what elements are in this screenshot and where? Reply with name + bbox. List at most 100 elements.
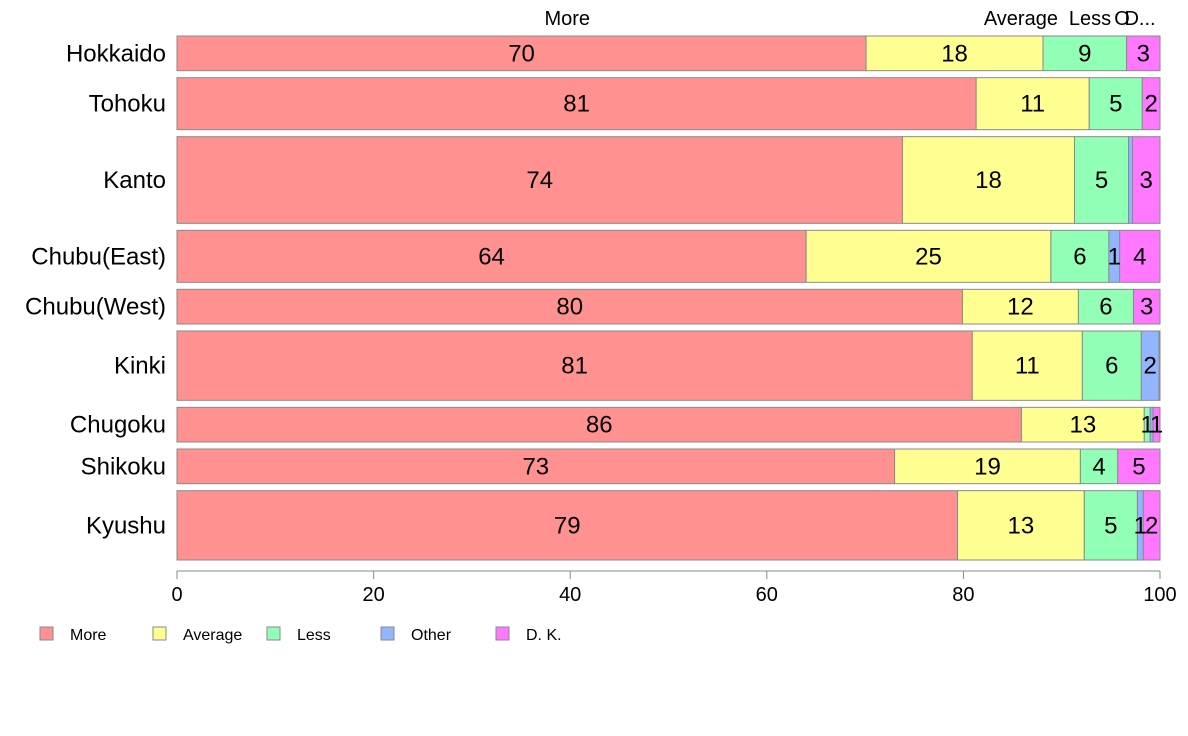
bar-kinki-d-k bbox=[1158, 330, 1161, 401]
data-label-kinki-less: 6 bbox=[1105, 353, 1118, 380]
data-label-kanto-average: 18 bbox=[975, 167, 1002, 194]
category-label-kanto: Kanto bbox=[103, 167, 166, 194]
data-label-kinki-more: 81 bbox=[561, 353, 588, 380]
legend-swatch-more bbox=[39, 626, 54, 641]
bar-kyushu-less bbox=[1083, 490, 1138, 561]
top-label-more: More bbox=[544, 8, 590, 30]
bar-chugoku-average bbox=[1020, 406, 1145, 443]
legend: More Average Less Other D. K. bbox=[39, 626, 562, 644]
bar-kanto-other bbox=[1128, 136, 1133, 224]
data-label-kanto-less: 5 bbox=[1095, 167, 1108, 194]
x-tick-label-80: 80 bbox=[952, 584, 974, 606]
bar-chubu-east-average bbox=[805, 229, 1052, 283]
bar-kinki-average bbox=[971, 330, 1083, 401]
bar-chubu-west-more bbox=[176, 288, 963, 325]
data-label-chubu-east-less: 6 bbox=[1073, 243, 1086, 270]
legend-label-average: Average bbox=[183, 627, 242, 644]
legend-label-less: Less bbox=[297, 627, 331, 644]
bar-shikoku-d-k bbox=[1117, 448, 1161, 485]
bar-chubu-east-d-k bbox=[1119, 229, 1161, 283]
bar-hokkaido-average bbox=[865, 35, 1044, 72]
top-series-labels: More Average Less OD... bbox=[544, 8, 1155, 30]
data-label-hokkaido-more: 70 bbox=[508, 40, 535, 67]
data-label-hokkaido-less: 9 bbox=[1078, 40, 1091, 67]
top-label-other: O bbox=[1114, 8, 1130, 30]
bar-chubu-east-less bbox=[1050, 229, 1110, 283]
category-label-kyushu: Kyushu bbox=[86, 512, 166, 539]
x-tick-label-40: 40 bbox=[559, 584, 581, 606]
data-label-kyushu-less: 5 bbox=[1104, 512, 1117, 539]
data-label-chubu-east-average: 25 bbox=[915, 243, 942, 270]
bars-group bbox=[176, 35, 1161, 561]
bar-kyushu-more bbox=[176, 490, 958, 561]
data-label-shikoku-d-k: 5 bbox=[1132, 453, 1145, 480]
x-tick-label-100: 100 bbox=[1143, 584, 1176, 606]
bar-chubu-west-d-k bbox=[1132, 288, 1161, 325]
category-label-chubu-east: Chubu(East) bbox=[31, 243, 166, 270]
data-label-hokkaido-average: 18 bbox=[941, 40, 968, 67]
data-label-kyushu-average: 13 bbox=[1008, 512, 1035, 539]
category-label-shikoku: Shikoku bbox=[81, 453, 166, 480]
category-labels-group: Hokkaido Tohoku Kanto Chubu(East) Chubu(West… bbox=[25, 40, 166, 539]
bar-tohoku-d-k bbox=[1141, 77, 1161, 131]
bar-tohoku-average bbox=[975, 77, 1090, 131]
data-label-chubu-west-more: 80 bbox=[556, 294, 583, 321]
legend-swatch-d-k bbox=[495, 626, 510, 641]
bar-chubu-west-less bbox=[1077, 288, 1134, 325]
bar-shikoku-more bbox=[176, 448, 896, 485]
top-label-average: Average bbox=[984, 8, 1058, 30]
top-label-d-k: D... bbox=[1124, 8, 1155, 30]
data-label-chugoku-average: 13 bbox=[1069, 412, 1096, 439]
legend-swatch-other bbox=[380, 626, 395, 641]
data-label-kyushu-d-k: 2 bbox=[1145, 512, 1158, 539]
data-label-kanto-more: 74 bbox=[526, 167, 553, 194]
bar-tohoku-less bbox=[1088, 77, 1143, 131]
bar-kanto-average bbox=[901, 136, 1075, 224]
data-label-tohoku-more: 81 bbox=[563, 91, 590, 118]
category-label-chubu-west: Chubu(West) bbox=[25, 294, 166, 321]
data-label-chubu-east-more: 64 bbox=[478, 243, 505, 270]
bar-hokkaido-d-k bbox=[1126, 35, 1161, 72]
legend-label-more: More bbox=[70, 627, 107, 644]
data-label-chugoku-less: 1 bbox=[1141, 412, 1154, 439]
legend-label-other: Other bbox=[411, 627, 452, 644]
data-label-chubu-west-less: 6 bbox=[1099, 294, 1112, 321]
data-label-tohoku-less: 5 bbox=[1109, 91, 1122, 118]
data-label-chubu-west-d-k: 3 bbox=[1140, 294, 1153, 321]
bar-kinki-more bbox=[176, 330, 973, 401]
bar-tohoku-more bbox=[176, 77, 977, 131]
bar-kyushu-d-k bbox=[1142, 490, 1161, 561]
data-label-hokkaido-d-k: 3 bbox=[1137, 40, 1150, 67]
bar-kinki-less bbox=[1081, 330, 1142, 401]
category-label-hokkaido: Hokkaido bbox=[66, 40, 166, 67]
bar-kanto-more bbox=[176, 136, 903, 224]
category-label-chugoku: Chugoku bbox=[70, 412, 166, 439]
data-label-chubu-east-d-k: 4 bbox=[1133, 243, 1146, 270]
top-label-less: Less bbox=[1069, 8, 1111, 30]
bar-chubu-west-average bbox=[961, 288, 1079, 325]
data-label-chugoku-d-k: 1 bbox=[1150, 412, 1163, 439]
category-label-kinki: Kinki bbox=[114, 353, 166, 380]
data-label-tohoku-d-k: 2 bbox=[1144, 91, 1157, 118]
data-label-tohoku-average: 11 bbox=[1020, 91, 1045, 118]
bar-kyushu-average bbox=[957, 490, 1085, 561]
data-label-kyushu-more: 79 bbox=[554, 512, 581, 539]
bar-chugoku-d-k bbox=[1152, 406, 1161, 443]
data-label-kinki-average: 11 bbox=[1015, 353, 1040, 380]
bar-kanto-d-k bbox=[1131, 136, 1161, 224]
data-label-shikoku-more: 73 bbox=[522, 453, 549, 480]
legend-swatch-less bbox=[266, 626, 281, 641]
x-tick-label-20: 20 bbox=[362, 584, 384, 606]
data-label-chubu-east-other: 1 bbox=[1108, 243, 1121, 270]
legend-label-d-k: D. K. bbox=[526, 627, 562, 644]
x-tick-label-60: 60 bbox=[756, 584, 778, 606]
bar-chugoku-more bbox=[176, 406, 1022, 443]
category-label-tohoku: Tohoku bbox=[89, 91, 166, 118]
data-label-kyushu-other: 1 bbox=[1134, 512, 1147, 539]
data-label-shikoku-less: 4 bbox=[1092, 453, 1105, 480]
segment-labels-group: 70 18 9 381 11 5 274 18 5 364 25 6 1 480 12 6 381 11 6 286 1… bbox=[478, 40, 1163, 539]
data-label-chubu-west-average: 12 bbox=[1007, 294, 1034, 321]
data-label-chugoku-more: 86 bbox=[586, 412, 613, 439]
data-label-kanto-d-k: 3 bbox=[1140, 167, 1153, 194]
